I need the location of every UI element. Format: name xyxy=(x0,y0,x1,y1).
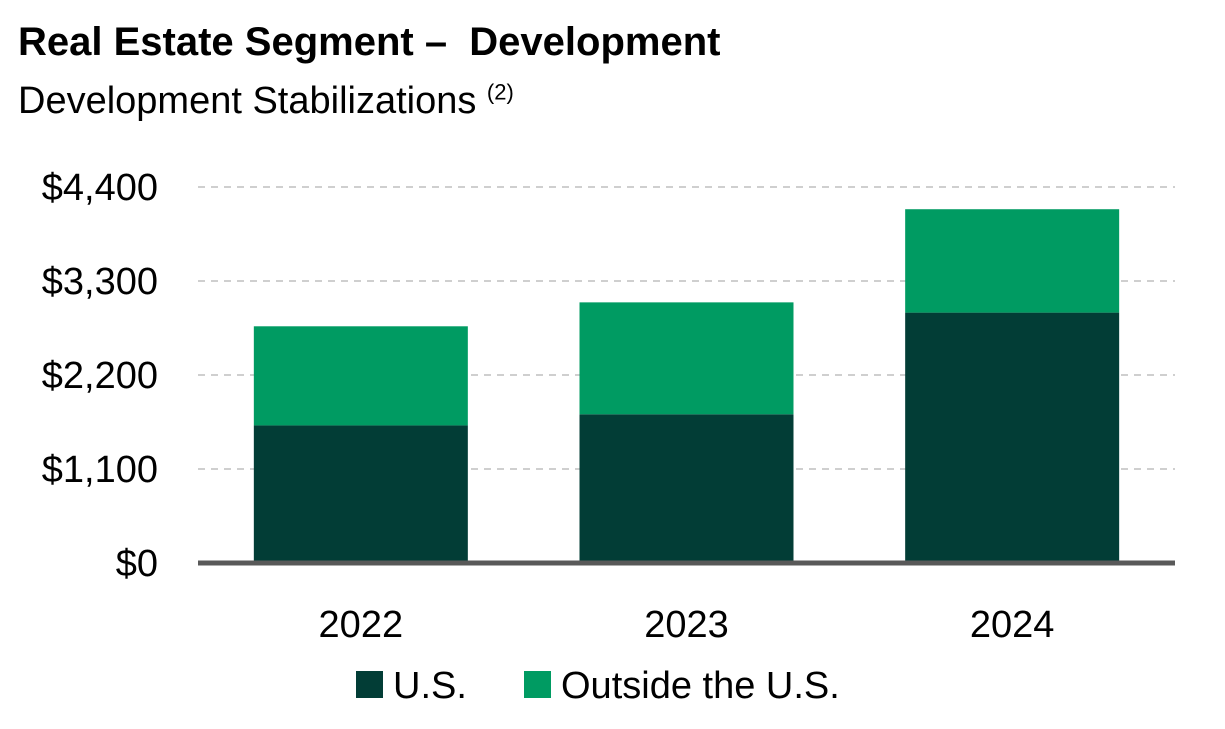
y-tick-label: $2,200 xyxy=(42,355,158,397)
legend-label-us: U.S. xyxy=(393,665,467,707)
bar-segment-outside-us-2024 xyxy=(905,209,1120,313)
x-tick-label: 2022 xyxy=(319,604,404,646)
x-tick-label: 2024 xyxy=(970,604,1055,646)
legend-label-outside-us: Outside the U.S. xyxy=(561,665,840,707)
legend-swatch-outside-us xyxy=(524,671,551,698)
subtitle-footnote-marker: (2) xyxy=(486,79,514,105)
y-tick-label: $1,100 xyxy=(42,449,158,491)
bar-segment-us-2022 xyxy=(253,425,468,563)
y-tick-label: $0 xyxy=(116,543,158,585)
bar-segment-us-2024 xyxy=(905,312,1120,563)
y-tick-label: $3,300 xyxy=(42,261,158,303)
y-tick-label: $4,400 xyxy=(42,167,158,209)
x-tick-label: 2023 xyxy=(644,604,729,646)
bar-segment-outside-us-2022 xyxy=(253,326,468,426)
bar-segment-us-2023 xyxy=(579,414,794,563)
legend-swatch-us xyxy=(356,671,383,698)
chart-subtitle: Development Stabilizations (2) xyxy=(18,78,514,124)
bar-segment-outside-us-2023 xyxy=(579,302,794,415)
subtitle-text: Development Stabilizations xyxy=(18,80,477,122)
chart-title: Real Estate Segment – Development xyxy=(18,20,721,64)
